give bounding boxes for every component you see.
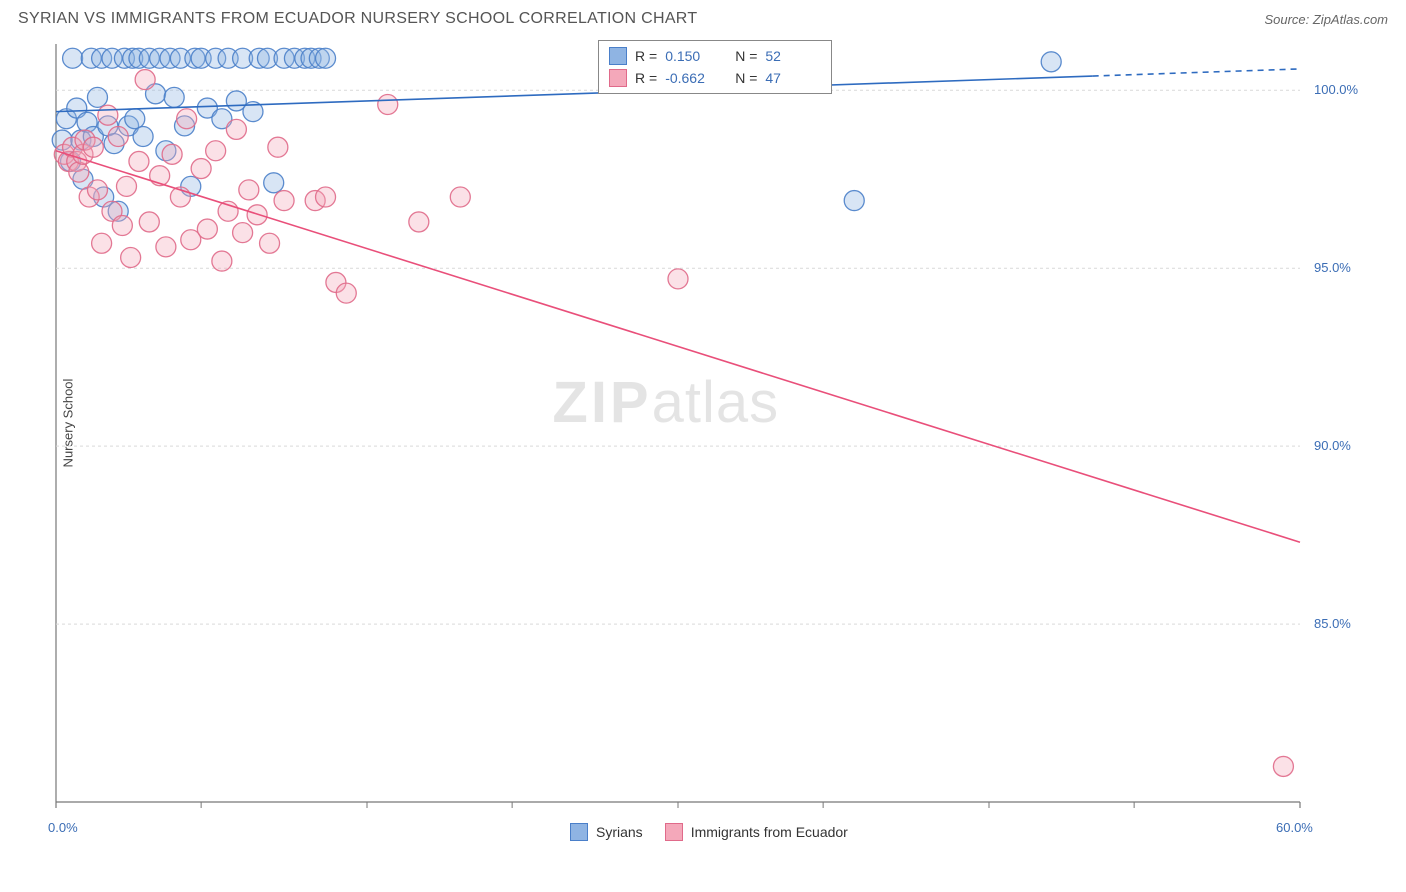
legend-stats-box: R = 0.150N = 52R = -0.662N = 47 [598,40,832,94]
chart-title: SYRIAN VS IMMIGRANTS FROM ECUADOR NURSER… [18,10,697,28]
y-tick-label: 95.0% [1314,260,1351,275]
legend-swatch [609,47,627,65]
legend-swatch [570,823,588,841]
legend-label: Immigrants from Ecuador [691,824,848,840]
legend-label: Syrians [596,824,643,840]
legend-item: Syrians [570,823,643,841]
scatter-chart-svg [50,38,1306,808]
legend-swatch [609,69,627,87]
legend-item: Immigrants from Ecuador [665,823,848,841]
y-tick-label: 100.0% [1314,82,1358,97]
source-attribution: Source: ZipAtlas.com [1264,12,1388,27]
legend-stat-row: R = -0.662N = 47 [609,67,821,89]
y-axis-label: Nursery School [61,379,76,468]
legend-bottom: Syrians Immigrants from Ecuador [570,823,848,841]
legend-stat-row: R = 0.150N = 52 [609,45,821,67]
legend-swatch [665,823,683,841]
x-tick-label: 0.0% [48,820,78,835]
x-tick-label: 60.0% [1276,820,1313,835]
y-tick-label: 90.0% [1314,438,1351,453]
y-tick-label: 85.0% [1314,616,1351,631]
chart-area: Nursery School ZIPatlas R = 0.150N = 52R… [50,38,1306,808]
